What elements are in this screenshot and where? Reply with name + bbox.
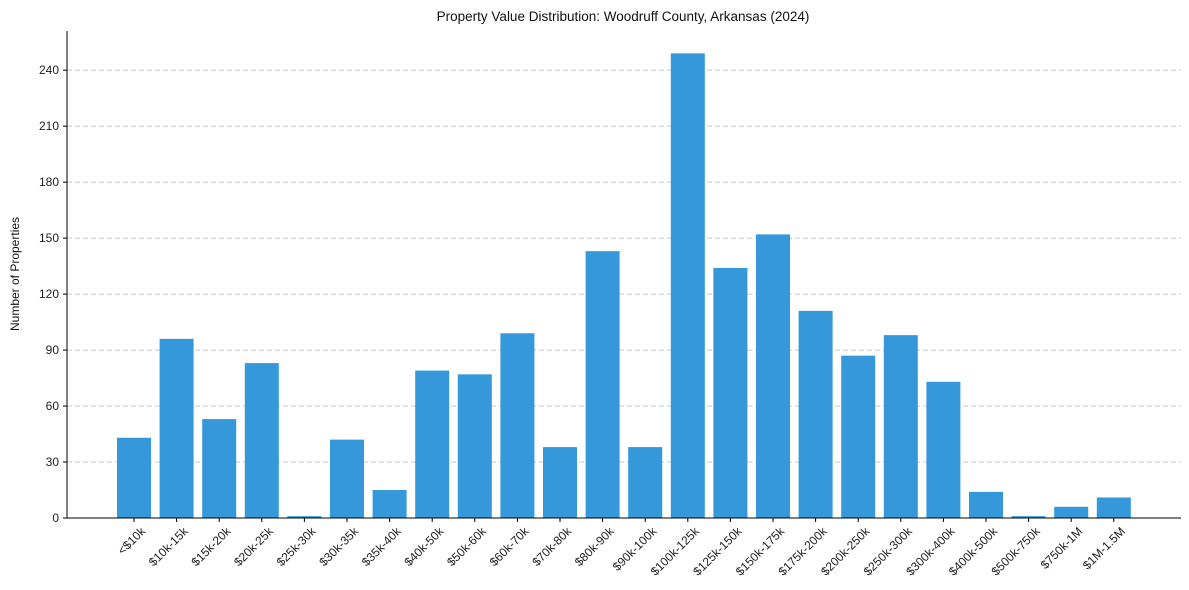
x-tick-label: $70k-80k bbox=[529, 524, 575, 570]
y-tick-label: 90 bbox=[46, 343, 60, 357]
x-tick-label: $35k-40k bbox=[359, 524, 405, 570]
x-tick-label: $1M-1.5M bbox=[1080, 524, 1128, 572]
bar bbox=[969, 491, 1003, 518]
bar bbox=[330, 439, 364, 518]
axes bbox=[66, 31, 1181, 519]
bar bbox=[543, 447, 577, 518]
bar bbox=[159, 338, 194, 518]
y-tick-label: 120 bbox=[39, 287, 59, 301]
bar bbox=[883, 335, 918, 518]
y-axis-label: Number of Properties bbox=[8, 217, 22, 331]
bar bbox=[841, 355, 876, 518]
x-ticks: <$10k$10k-15k$15k-20k$20k-25k$25k-30k$30… bbox=[115, 518, 1128, 578]
y-tick-label: 60 bbox=[46, 399, 60, 413]
y-tick-label: 240 bbox=[39, 63, 59, 77]
bar bbox=[1011, 516, 1046, 518]
x-tick-label: <$10k bbox=[115, 524, 149, 558]
y-tick-label: 180 bbox=[39, 175, 59, 189]
bar bbox=[287, 516, 322, 518]
bar bbox=[585, 251, 620, 518]
bar bbox=[500, 333, 535, 518]
x-tick-label: $40k-50k bbox=[402, 524, 448, 570]
x-tick-label: $25k-30k bbox=[274, 524, 320, 570]
y-tick-label: 210 bbox=[39, 119, 59, 133]
chart-title: Property Value Distribution: Woodruff Co… bbox=[437, 9, 810, 24]
bar bbox=[756, 234, 790, 518]
x-tick-label: $750k-1M bbox=[1038, 524, 1086, 572]
x-tick-label: $50k-60k bbox=[444, 524, 490, 570]
x-tick-label: $60k-70k bbox=[487, 524, 533, 570]
x-tick-label: $10k-15k bbox=[146, 524, 192, 570]
bar bbox=[713, 267, 748, 518]
y-tick-label: 150 bbox=[39, 231, 59, 245]
bar bbox=[1096, 497, 1131, 518]
x-tick-label: $15k-20k bbox=[189, 524, 235, 570]
bar bbox=[202, 419, 237, 518]
bars bbox=[117, 53, 1131, 518]
x-tick-label: $30k-35k bbox=[316, 524, 362, 570]
bar bbox=[457, 374, 492, 518]
y-tick-label: 30 bbox=[46, 455, 60, 469]
bar bbox=[1054, 506, 1089, 518]
gridlines bbox=[67, 69, 1181, 463]
bar bbox=[798, 310, 833, 518]
bar bbox=[415, 370, 450, 518]
bar bbox=[117, 437, 151, 518]
y-tick-label: 0 bbox=[52, 511, 59, 525]
y-ticks: 0 30 60 90 120 150 180 210 240 bbox=[39, 63, 67, 525]
bar bbox=[244, 363, 279, 518]
bar bbox=[670, 53, 705, 518]
x-tick-label: $20k-25k bbox=[231, 524, 277, 570]
bar bbox=[372, 490, 407, 518]
bar bbox=[926, 381, 961, 518]
bar bbox=[628, 447, 663, 518]
